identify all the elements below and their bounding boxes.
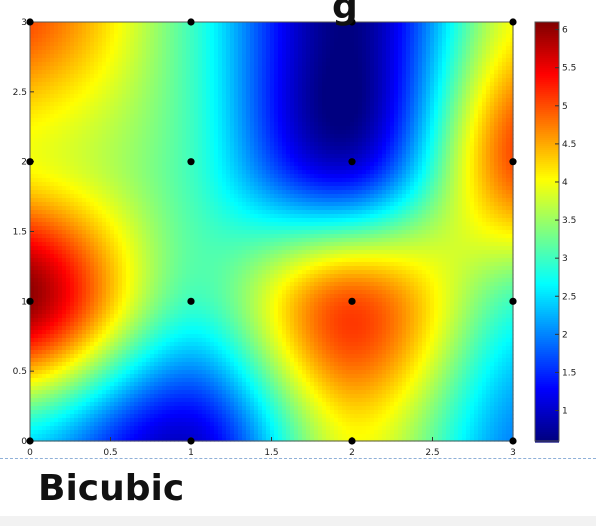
slide-divider — [0, 458, 596, 459]
colorbar-tick-label: 3.5 — [562, 216, 576, 226]
colorbar-tick-label: 2 — [562, 330, 568, 340]
colorbar-tick-label: 1.5 — [562, 368, 576, 378]
y-tick-label: 3 — [21, 18, 27, 28]
x-tick-label: 3 — [510, 448, 516, 458]
x-tick-label: 1 — [188, 448, 194, 458]
grid-data-point — [509, 158, 517, 166]
bottom-strip — [0, 516, 596, 526]
grid-data-point — [348, 297, 356, 305]
clipped-title-glyph: g — [332, 0, 358, 27]
x-tick-label: 0.5 — [103, 448, 117, 458]
grid-data-point — [187, 158, 195, 166]
grid-data-point — [509, 18, 517, 26]
grid-data-point — [348, 18, 356, 26]
grid-data-point — [187, 437, 195, 445]
y-tick-label: 2 — [21, 158, 27, 168]
grid-data-point — [348, 437, 356, 445]
y-tick-label: 0.5 — [13, 367, 27, 377]
caption-bicubic: Bicubic — [38, 468, 185, 509]
colorbar: 1 1.5 2 2.5 3 3.5 4 4.5 5 5.5 6 — [534, 21, 576, 443]
grid-data-point — [509, 437, 517, 445]
grid-data-point — [509, 297, 517, 305]
colorbar-frame — [534, 21, 560, 442]
data-markers — [26, 18, 517, 445]
grid-data-point — [348, 158, 356, 166]
x-tick-label: 1.5 — [264, 448, 278, 458]
grid-data-point — [26, 297, 34, 305]
y-tick-label: 2.5 — [13, 88, 27, 98]
colorbar-tick-label: 1 — [562, 407, 568, 417]
colorbar-tick-label: 4 — [562, 178, 568, 188]
x-tick-label: 0 — [27, 448, 33, 458]
colorbar-tick-label: 6 — [562, 26, 568, 36]
y-tick-label: 0 — [21, 437, 27, 447]
grid-data-point — [187, 297, 195, 305]
heatmap-surface — [30, 22, 514, 442]
colorbar-tick-label: 2.5 — [562, 292, 576, 302]
grid-data-point — [26, 18, 34, 26]
colorbar-tick-label: 4.5 — [562, 140, 576, 150]
grid-data-point — [26, 158, 34, 166]
y-tick-label: 1.5 — [13, 228, 27, 238]
grid-data-point — [26, 437, 34, 445]
colorbar-tick-label: 5 — [562, 102, 568, 112]
colorbar-tick-label: 3 — [562, 254, 568, 264]
grid-data-point — [187, 18, 195, 26]
y-tick-label: 1 — [21, 297, 27, 307]
x-tick-label: 2 — [349, 448, 355, 458]
colorbar-tick-label: 5.5 — [562, 64, 576, 74]
x-tick-label: 2.5 — [425, 448, 439, 458]
